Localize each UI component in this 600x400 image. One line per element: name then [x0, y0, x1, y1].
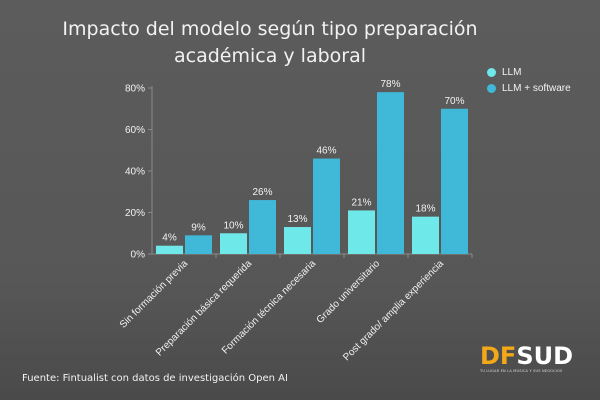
bar-llm: [156, 245, 183, 254]
legend-swatch-llm-software: [487, 83, 496, 93]
bar-llm-software: [249, 200, 276, 254]
y-tick-label: 40%: [125, 167, 145, 178]
bar-llm: [412, 216, 439, 254]
data-label: 10%: [223, 220, 243, 231]
bar-llm: [284, 227, 311, 254]
bar-llm-software: [377, 92, 404, 255]
legend-label-llm: LLM: [502, 66, 522, 78]
chart-title: Impacto del modelo según tipo preparació…: [60, 16, 480, 70]
logo-wordmark: DFSUD: [480, 342, 574, 370]
data-label: 13%: [287, 214, 307, 225]
legend-label-llm-software: LLM + software: [502, 82, 571, 94]
legend-item-llm: LLM: [487, 64, 571, 80]
data-label: 9%: [191, 222, 206, 233]
data-label: 46%: [316, 146, 336, 157]
bar-llm-software: [441, 108, 468, 254]
legend-item-llm-software: LLM + software: [487, 80, 571, 96]
chart-title-line-1: Impacto del modelo según tipo preparació…: [62, 18, 478, 40]
data-label: 78%: [380, 79, 400, 90]
y-tick-label: 80%: [125, 84, 145, 95]
bar-llm-software: [313, 158, 340, 254]
x-tick-label: Grado universitario: [315, 258, 383, 326]
x-tick-label: Post grado/ amplia experiencia: [341, 258, 446, 363]
data-label: 70%: [444, 96, 464, 107]
logo-sud: SUD: [516, 342, 574, 370]
x-tick-label: Sin formación previa: [118, 258, 191, 331]
data-label: 26%: [252, 187, 272, 198]
data-label: 18%: [415, 204, 435, 215]
data-label: 4%: [162, 233, 177, 244]
chart-title-line-2: académica y laboral: [173, 45, 367, 67]
bar-llm-software: [185, 235, 212, 254]
data-label: 21%: [351, 197, 371, 208]
legend-swatch-llm: [487, 67, 496, 77]
y-tick-label: 0%: [131, 250, 146, 261]
source-note: Fuente: Fintualist con datos de investig…: [22, 373, 288, 384]
bar-llm: [348, 210, 375, 254]
dfsud-logo: DFSUD TU LUGAR EN LA MÚSICA Y SUS NEGOCI…: [480, 342, 574, 376]
logo-df: DF: [480, 342, 517, 370]
logo-tagline: TU LUGAR EN LA MÚSICA Y SUS NEGOCIOS: [480, 369, 563, 373]
bar-llm: [220, 233, 247, 254]
legend: LLM LLM + software: [487, 64, 571, 96]
y-tick-label: 60%: [125, 125, 145, 136]
y-tick-label: 20%: [125, 208, 145, 219]
